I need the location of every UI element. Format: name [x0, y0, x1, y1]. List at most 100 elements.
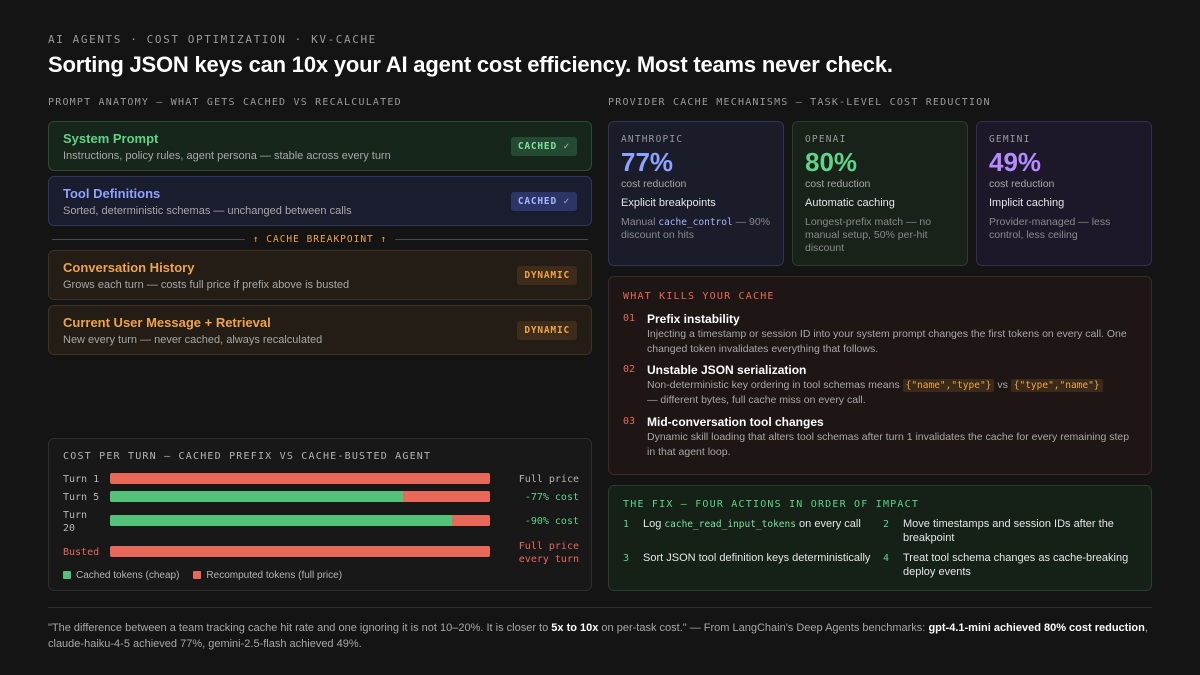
card-desc: Grows each turn — costs full price if pr… — [63, 279, 350, 291]
cost-value-label: -77% cost — [524, 492, 579, 503]
cost-value-label: -90% cost — [524, 516, 579, 527]
kill-item: 03 Mid-conversation tool changes Dynamic… — [623, 415, 1139, 460]
fix-item: 3 Sort JSON tool definition keys determi… — [623, 551, 873, 565]
cost-bar — [110, 473, 490, 484]
cache-breakpoint-divider: ↑ CACHE BREAKPOINT ↑ — [52, 233, 589, 245]
fix-title: THE FIX — FOUR ACTIONS IN ORDER OF IMPAC… — [623, 499, 920, 510]
recomputed-segment — [402, 491, 490, 502]
divider-line — [395, 238, 589, 240]
the-fix-panel: THE FIX — FOUR ACTIONS IN ORDER OF IMPAC… — [608, 485, 1152, 591]
fix-text: Log cache_read_input_tokens on every cal… — [643, 518, 861, 530]
quote-highlight: gpt-4.1-mini achieved 80% cost reduction — [928, 622, 1145, 634]
providers-section-label: PROVIDER CACHE MECHANISMS — TASK-LEVEL C… — [608, 97, 991, 108]
tool-definitions-card: Tool Definitions Sorted, deterministic s… — [48, 176, 592, 226]
kill-desc: Dynamic skill loading that alters tool s… — [647, 431, 1130, 458]
cost-row-label: Busted — [63, 547, 100, 558]
cost-per-turn-panel: COST PER TURN — CACHED PREFIX VS CACHE-B… — [48, 438, 592, 591]
card-title: Current User Message + Retrieval — [63, 315, 271, 330]
recomputed-segment — [452, 515, 490, 526]
cost-value-label: Full price — [518, 474, 579, 485]
footer-divider — [48, 607, 1152, 608]
provider-desc: Manual cache_control — 90% discount on h… — [621, 216, 771, 241]
page-title: Sorting JSON keys can 10x your AI agent … — [48, 52, 893, 77]
provider-metric-label: cost reduction — [621, 178, 687, 190]
kill-item: 02 Unstable JSON serialization Non-deter… — [623, 363, 1139, 408]
anatomy-section-label: PROMPT ANATOMY — WHAT GETS CACHED VS REC… — [48, 97, 402, 108]
cache-control-code: cache_control — [658, 217, 733, 228]
provider-name: ANTHROPIC — [621, 134, 684, 145]
legend-swatch-cached — [63, 571, 71, 579]
cost-row-label: Turn 5 — [63, 492, 100, 503]
provider-desc: Longest-prefix match — no manual setup, … — [805, 216, 932, 254]
provider-percent: 49% — [989, 147, 1042, 177]
card-title: System Prompt — [63, 131, 159, 146]
dynamic-badge: DYNAMIC — [517, 321, 577, 340]
cost-legend: Cached tokens (cheap) Recomputed tokens … — [63, 570, 342, 581]
cached-badge: CACHED ✓ — [510, 137, 577, 156]
card-desc: Instructions, policy rules, agent person… — [63, 150, 391, 162]
conversation-history-card: Conversation History Grows each turn — c… — [48, 250, 592, 300]
fix-number: 1 — [623, 519, 630, 530]
recomputed-segment — [110, 473, 490, 484]
card-title: Tool Definitions — [63, 186, 161, 201]
kill-number: 03 — [623, 416, 636, 427]
cost-row: Turn 1 Full price — [63, 472, 579, 486]
provider-percent: 77% — [621, 147, 674, 177]
provider-percent: 80% — [805, 147, 858, 177]
cost-value-label: Full price every turn — [518, 541, 579, 565]
legend-swatch-recomputed — [193, 571, 202, 579]
recomputed-segment — [110, 546, 490, 557]
what-kills-cache-panel: WHAT KILLS YOUR CACHE 01 Prefix instabil… — [608, 276, 1152, 475]
provider-name: OPENAI — [805, 134, 847, 145]
json-order-b-code: {"type","name"} — [1010, 379, 1103, 392]
eyebrow: AI AGENTS · COST OPTIMIZATION · KV-CACHE — [48, 33, 377, 46]
legend-label-cached: Cached tokens (cheap) — [76, 570, 180, 581]
fix-item: 1 Log cache_read_input_tokens on every c… — [623, 517, 873, 532]
cost-row: Busted Full price every turn — [63, 541, 579, 565]
cached-segment — [110, 515, 452, 526]
fix-item: 4 Treat tool schema changes as cache-bre… — [883, 551, 1133, 579]
legend-label-recomputed: Recomputed tokens (full price) — [206, 570, 343, 581]
kill-title: Unstable JSON serialization — [647, 363, 807, 377]
cost-row: Turn 5 -77% cost — [63, 490, 579, 504]
provider-metric-label: cost reduction — [805, 178, 871, 190]
provider-card-anthropic: ANTHROPIC 77% cost reduction Explicit br… — [608, 121, 784, 266]
provider-desc: Provider-managed — less control, less ce… — [989, 216, 1111, 241]
cost-row: Turn 20 -90% cost — [63, 510, 579, 534]
provider-name: GEMINI — [989, 134, 1031, 145]
card-title: Conversation History — [63, 260, 195, 275]
kill-title: Mid-conversation tool changes — [647, 415, 824, 429]
card-desc: New every turn — never cached, always re… — [63, 334, 323, 346]
fix-text: Treat tool schema changes as cache-break… — [903, 552, 1129, 578]
provider-metric-label: cost reduction — [989, 178, 1055, 190]
kill-number: 02 — [623, 364, 636, 375]
provider-card-gemini: GEMINI 49% cost reduction Implicit cachi… — [976, 121, 1152, 266]
cost-bar — [110, 491, 490, 502]
kills-title: WHAT KILLS YOUR CACHE — [623, 291, 775, 302]
cost-chart-title: COST PER TURN — CACHED PREFIX VS CACHE-B… — [63, 451, 432, 462]
kill-title: Prefix instability — [647, 312, 740, 326]
kill-number: 01 — [623, 313, 636, 324]
legend-item-recomputed: Recomputed tokens (full price) — [193, 570, 342, 581]
cost-row-label: Turn 20 — [63, 510, 88, 534]
fix-text: Sort JSON tool definition keys determini… — [643, 552, 871, 564]
divider-line — [52, 238, 245, 240]
quote-highlight: 5x to 10x — [551, 622, 599, 634]
fix-number: 3 — [623, 553, 630, 564]
cache-read-code: cache_read_input_tokens — [664, 519, 796, 530]
fix-item: 2 Move timestamps and session IDs after … — [883, 517, 1133, 545]
user-message-card: Current User Message + Retrieval New eve… — [48, 305, 592, 355]
kill-desc: Non-deterministic key ordering in tool s… — [647, 378, 1139, 408]
breakpoint-label: ↑ CACHE BREAKPOINT ↑ — [252, 233, 388, 245]
provider-mechanism: Explicit breakpoints — [621, 197, 716, 209]
footer-quote: "The difference between a team tracking … — [48, 622, 1148, 650]
provider-mechanism: Implicit caching — [989, 197, 1065, 209]
legend-item-cached: Cached tokens (cheap) — [63, 570, 179, 581]
cost-row-label: Turn 1 — [63, 474, 100, 485]
provider-card-openai: OPENAI 80% cost reduction Automatic cach… — [792, 121, 968, 266]
cached-badge: CACHED ✓ — [510, 192, 577, 211]
provider-mechanism: Automatic caching — [805, 197, 895, 209]
cost-bar — [110, 546, 490, 557]
kill-item: 01 Prefix instability Injecting a timest… — [623, 312, 1139, 357]
kill-desc: Injecting a timestamp or session ID into… — [647, 328, 1127, 355]
